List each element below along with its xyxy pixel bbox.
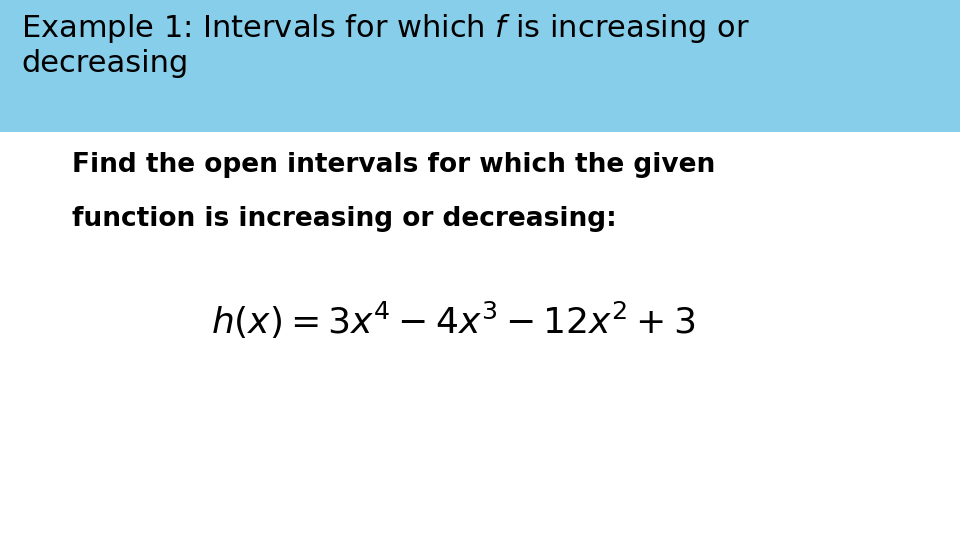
Text: function is increasing or decreasing:: function is increasing or decreasing: [72,206,616,232]
Text: $h(x) = 3x^4 - 4x^3 - 12x^2 + 3$: $h(x) = 3x^4 - 4x^3 - 12x^2 + 3$ [211,300,695,341]
Text: Find the open intervals for which the given: Find the open intervals for which the gi… [72,152,715,178]
Text: Example 1: Intervals for which $f$ is increasing or
decreasing: Example 1: Intervals for which $f$ is in… [21,12,750,78]
